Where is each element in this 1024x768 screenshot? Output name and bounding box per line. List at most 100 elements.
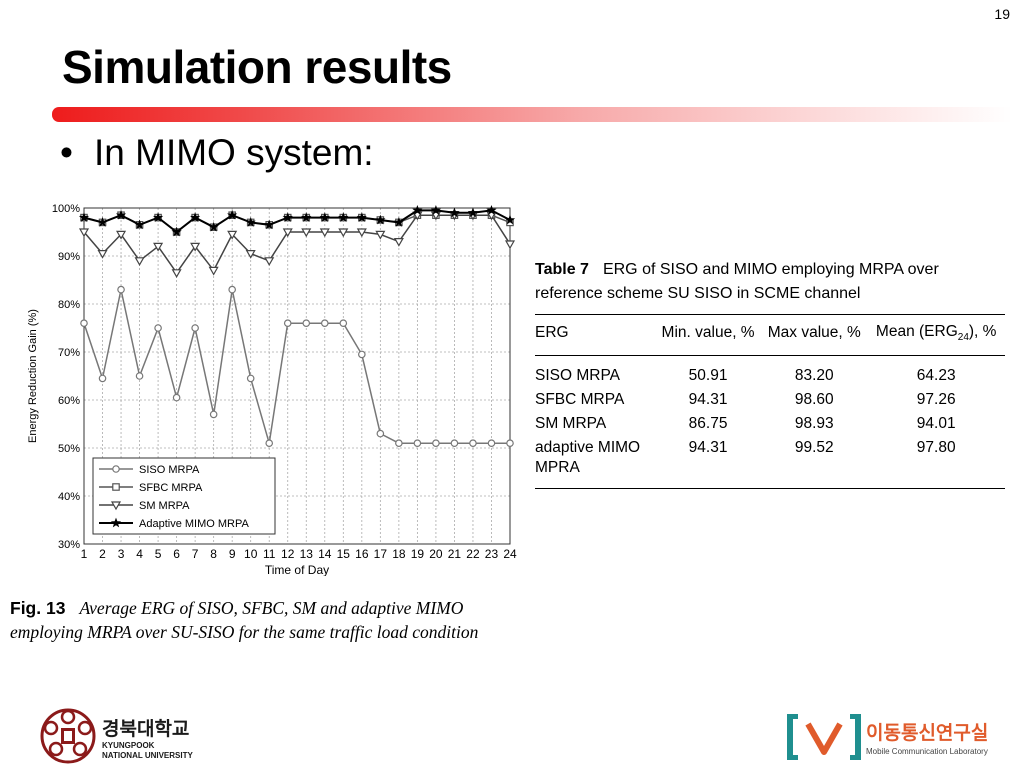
- figure-label: Fig. 13: [10, 598, 66, 618]
- row-min: 86.75: [688, 415, 728, 433]
- series-point: [134, 257, 145, 267]
- page-number: 19: [994, 6, 1010, 22]
- series-point: [393, 237, 404, 247]
- row-max: 83.20: [794, 367, 834, 385]
- header-erg: ERG: [535, 313, 655, 357]
- series-point: [190, 212, 201, 222]
- x-tick-label: 1: [81, 547, 88, 561]
- series-point: [320, 319, 329, 328]
- series-point: [191, 324, 199, 332]
- y-axis-label: Energy Reduction Gain (%): [27, 309, 39, 443]
- series-point: [171, 226, 182, 237]
- series-point: [469, 439, 477, 448]
- series-point: [227, 209, 238, 220]
- y-tick-label: 40%: [58, 491, 80, 503]
- row-max: 99.52: [761, 436, 868, 490]
- series-point: [209, 410, 218, 419]
- x-tick-label: 20: [429, 547, 443, 561]
- row-name: SISO MRPA: [535, 367, 620, 385]
- figure-caption: Fig. 13 Average ERG of SISO, SFBC, SM and…: [10, 596, 478, 644]
- row-mean: 97.80: [867, 436, 1005, 490]
- series-point: [78, 228, 90, 238]
- series-point: [467, 207, 479, 218]
- series-point: [245, 249, 256, 259]
- lab-english-name: Mobile Communication Laboratory: [866, 747, 988, 756]
- series-point: [395, 439, 403, 448]
- table-7: Table 7 ERG of SISO and MIMO employing MR…: [535, 258, 1005, 490]
- series-point: [135, 372, 144, 380]
- header-max: Max value, %: [761, 313, 868, 357]
- x-tick-label: 3: [118, 547, 125, 561]
- row-mean: 64.23: [916, 367, 956, 385]
- series-point: [97, 249, 108, 259]
- series-point: [487, 439, 496, 448]
- lab-logo-icon: [787, 714, 861, 760]
- series-point: [301, 212, 312, 222]
- series-point: [430, 205, 441, 215]
- series-line: [83, 209, 511, 234]
- x-tick-label: 9: [229, 547, 236, 561]
- x-tick-label: 16: [355, 547, 369, 561]
- university-korean-name: 경북대학교: [102, 718, 190, 740]
- row-name: adaptive MIMO MPRA: [535, 436, 655, 490]
- chart-legend: [92, 457, 276, 535]
- series-point: [376, 429, 385, 438]
- series-point: [301, 228, 312, 238]
- plot-frame: [83, 207, 511, 545]
- x-tick-label: 24: [503, 547, 517, 561]
- series-point: [190, 242, 201, 252]
- series-point: [78, 212, 90, 222]
- title-underline-bar: [52, 107, 1012, 122]
- series-point: [172, 393, 181, 402]
- x-tick-label: 17: [374, 547, 388, 561]
- legend-label: SISO MRPA: [139, 464, 200, 476]
- series-point: [228, 285, 236, 294]
- table-caption-line-2: reference scheme SU SISO in SCME channel: [535, 285, 861, 302]
- legend-marker: [110, 517, 122, 528]
- legend-label: SM MRPA: [139, 500, 190, 512]
- series-line: [83, 214, 511, 275]
- y-tick-label: 70%: [58, 347, 80, 359]
- table-row: SISO MRPA 50.91 83.20 64.23: [535, 356, 1005, 389]
- series-point: [117, 285, 125, 294]
- row-min: 94.31: [688, 391, 728, 409]
- series-point: [432, 439, 440, 448]
- series-point: [319, 212, 330, 222]
- y-tick-label: 80%: [58, 299, 80, 311]
- series-point: [504, 240, 516, 250]
- header-mean: Mean (ERG24), %: [867, 313, 1005, 357]
- series-point: [339, 319, 348, 328]
- y-tick-label: 30%: [58, 539, 80, 551]
- x-tick-label: 7: [192, 547, 199, 561]
- row-max: 98.60: [794, 391, 834, 409]
- row-mean: 94.01: [916, 415, 956, 433]
- legend-label: Adaptive MIMO MRPA: [139, 518, 249, 530]
- university-english-line-2: NATIONAL UNIVERSITY: [102, 751, 193, 760]
- legend-marker: [112, 483, 120, 491]
- x-tick-label: 23: [485, 547, 499, 561]
- series-point: [413, 439, 422, 448]
- series-point: [356, 212, 367, 222]
- series-point: [154, 324, 162, 332]
- table-caption-line-1: ERG of SISO and MIMO employing MRPA over: [602, 261, 939, 278]
- figure-caption-line-2: employing MRPA over SU-SISO for the same…: [10, 622, 479, 642]
- x-tick-label: 4: [136, 547, 143, 561]
- series-point: [80, 319, 88, 328]
- erg-table: ERG Min. value, % Max value, % Mean (ERG…: [535, 313, 1005, 490]
- x-tick-label: 10: [244, 547, 258, 561]
- series-point: [393, 217, 404, 227]
- series-point: [115, 209, 127, 220]
- series-point: [264, 219, 275, 230]
- series-point: [338, 228, 349, 238]
- series-point: [97, 217, 108, 227]
- series-point: [338, 212, 349, 222]
- university-seal-icon: [40, 708, 96, 764]
- series-point: [375, 230, 386, 240]
- lab-logo-text: 이동통신연구실 Mobile Communication Laboratory: [866, 718, 988, 756]
- x-tick-label: 11: [263, 547, 276, 561]
- row-max: 98.93: [794, 415, 834, 433]
- series-point: [302, 319, 311, 328]
- series-point: [282, 228, 293, 238]
- series-point: [283, 319, 292, 328]
- row-name: SFBC MRPA: [535, 391, 625, 409]
